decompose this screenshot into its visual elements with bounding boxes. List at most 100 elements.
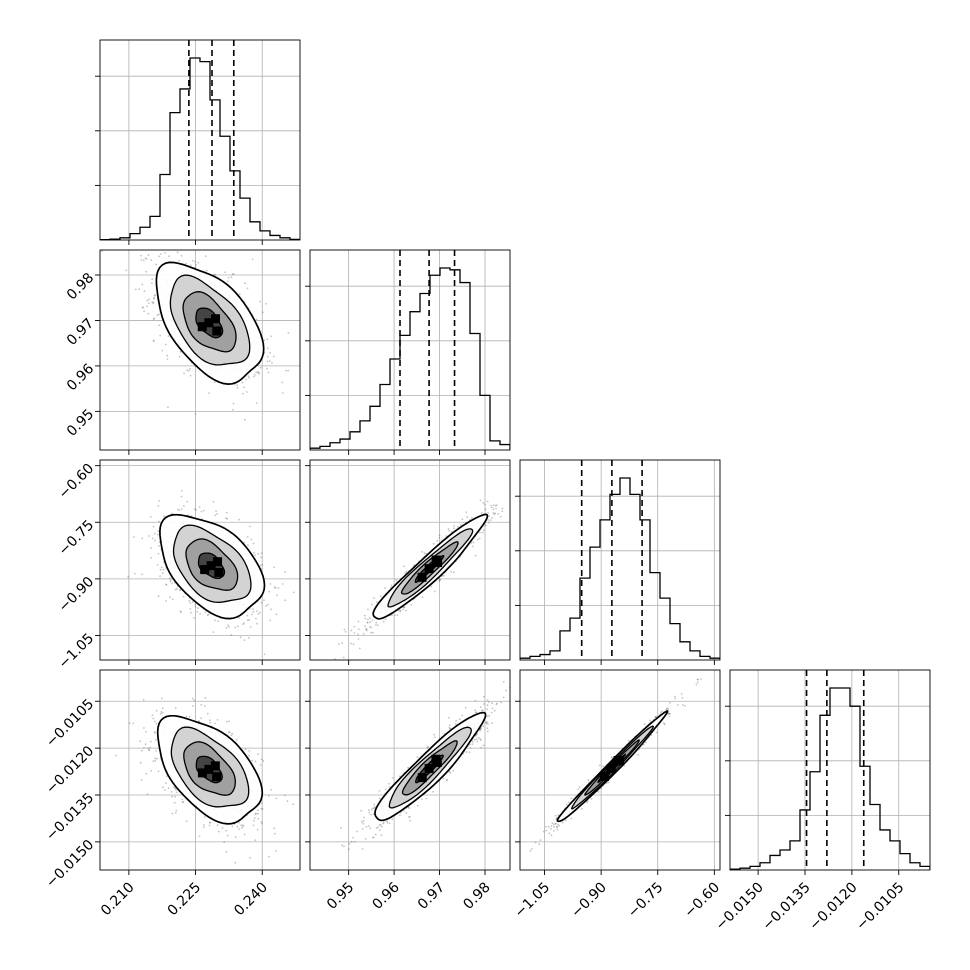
sample-point bbox=[491, 506, 493, 509]
sample-point bbox=[267, 371, 270, 374]
sample-point bbox=[371, 603, 373, 606]
sample-point bbox=[212, 631, 215, 633]
sample-point bbox=[181, 489, 183, 492]
sample-point bbox=[175, 809, 178, 812]
sample-point bbox=[380, 834, 383, 836]
sample-point bbox=[242, 623, 245, 626]
sample-point bbox=[471, 516, 473, 519]
sample-point bbox=[347, 848, 350, 851]
sample-point bbox=[259, 564, 262, 567]
sample-point bbox=[255, 318, 258, 321]
panel-content bbox=[310, 670, 510, 870]
sample-point bbox=[138, 288, 141, 291]
sample-point bbox=[208, 824, 211, 827]
sample-point bbox=[214, 619, 216, 622]
sample-point bbox=[145, 731, 147, 733]
sample-point bbox=[257, 753, 259, 755]
sample-point bbox=[497, 513, 500, 515]
sample-point bbox=[128, 722, 131, 725]
sample-point bbox=[391, 614, 393, 616]
sample-point bbox=[179, 610, 182, 613]
sample-point bbox=[204, 611, 207, 613]
sample-point bbox=[236, 386, 239, 389]
sample-point bbox=[353, 625, 356, 628]
sample-point bbox=[252, 610, 255, 613]
sample-point bbox=[133, 536, 135, 538]
sample-point bbox=[225, 511, 228, 514]
sample-point bbox=[253, 552, 256, 554]
panel-frame bbox=[729, 669, 931, 871]
sample-point bbox=[270, 608, 272, 611]
sample-point bbox=[151, 282, 153, 285]
sample-point bbox=[239, 636, 242, 639]
sample-point bbox=[156, 564, 159, 566]
sample-point bbox=[157, 770, 160, 773]
density-peak-cell bbox=[424, 564, 434, 574]
sample-point bbox=[230, 734, 233, 737]
sample-point bbox=[343, 845, 345, 848]
sample-point bbox=[453, 525, 455, 527]
sample-point bbox=[189, 374, 192, 377]
sample-point bbox=[232, 408, 235, 411]
sample-point bbox=[275, 613, 278, 616]
sample-point bbox=[189, 608, 192, 610]
sample-point bbox=[286, 800, 289, 803]
sample-point bbox=[284, 794, 286, 797]
density-peak-cell bbox=[212, 326, 222, 336]
sample-point bbox=[479, 531, 481, 534]
sample-point bbox=[205, 269, 208, 272]
sample-point bbox=[228, 731, 231, 733]
sample-point bbox=[249, 525, 251, 528]
sample-point bbox=[141, 749, 143, 752]
sample-point bbox=[133, 572, 136, 575]
sample-point bbox=[480, 512, 483, 514]
panel-scatter-3-0 bbox=[95, 669, 301, 875]
sample-point bbox=[151, 278, 154, 281]
sample-point bbox=[227, 276, 230, 279]
sample-point bbox=[357, 620, 360, 623]
sample-point bbox=[140, 779, 143, 781]
sample-point bbox=[160, 697, 163, 700]
sample-point bbox=[167, 335, 170, 338]
sample-point bbox=[268, 360, 271, 362]
sample-point bbox=[153, 296, 156, 299]
sample-point bbox=[434, 590, 436, 593]
sample-point bbox=[141, 573, 143, 576]
sample-point bbox=[193, 508, 196, 510]
sample-point bbox=[167, 787, 170, 790]
sample-point bbox=[184, 262, 187, 265]
sample-point bbox=[365, 629, 368, 632]
sample-point bbox=[484, 524, 487, 527]
sample-point bbox=[479, 499, 482, 502]
sample-point bbox=[485, 722, 488, 725]
sample-point bbox=[225, 517, 227, 520]
density-peak-cell bbox=[200, 565, 210, 575]
sample-point bbox=[225, 627, 228, 629]
sample-point bbox=[268, 855, 270, 858]
sample-point bbox=[470, 541, 473, 544]
sample-point bbox=[391, 818, 394, 821]
sample-point bbox=[438, 537, 441, 539]
panel-content bbox=[100, 670, 300, 870]
sample-point bbox=[267, 603, 269, 606]
panel-content bbox=[520, 460, 720, 660]
sample-point bbox=[145, 270, 148, 273]
sample-point bbox=[352, 643, 355, 646]
sample-point bbox=[254, 760, 257, 763]
sample-point bbox=[473, 738, 476, 741]
panel-frame bbox=[99, 669, 301, 871]
sample-point bbox=[475, 711, 477, 714]
sample-point bbox=[153, 294, 156, 297]
sample-point bbox=[238, 828, 241, 830]
sample-point bbox=[251, 258, 254, 261]
sample-point bbox=[139, 761, 142, 764]
sample-point bbox=[178, 259, 180, 262]
sample-point bbox=[166, 354, 169, 357]
sample-point bbox=[179, 589, 181, 591]
sample-point bbox=[152, 760, 155, 763]
sample-point bbox=[487, 512, 489, 514]
sample-point bbox=[162, 568, 165, 571]
sample-point bbox=[243, 622, 245, 624]
sample-point bbox=[402, 608, 405, 611]
sample-point bbox=[486, 721, 488, 724]
